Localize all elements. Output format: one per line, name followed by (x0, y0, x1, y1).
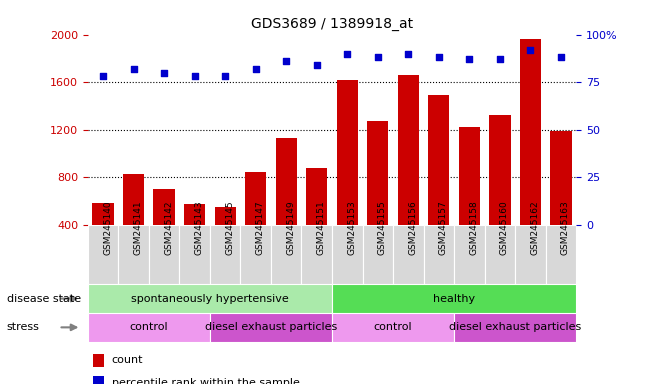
FancyBboxPatch shape (454, 225, 484, 284)
Bar (245, 172, 266, 272)
Point (434, 54, 444, 60)
Point (342, 51, 352, 57)
Bar (367, 121, 389, 272)
Point (251, 66, 261, 72)
FancyBboxPatch shape (271, 225, 301, 284)
Text: GSM245147: GSM245147 (256, 200, 265, 255)
Bar (92, 203, 114, 272)
Text: GSM245145: GSM245145 (225, 200, 234, 255)
Text: GSM245151: GSM245151 (317, 200, 326, 255)
Point (312, 62, 322, 68)
Text: GDS3689 / 1389918_at: GDS3689 / 1389918_at (251, 17, 413, 31)
Point (525, 47, 536, 53)
Point (220, 73, 230, 79)
Point (159, 70, 169, 76)
Text: control: control (374, 322, 412, 333)
Bar (332, 313, 454, 342)
FancyBboxPatch shape (210, 225, 240, 284)
Text: control: control (130, 322, 168, 333)
Bar (332, 284, 576, 313)
FancyBboxPatch shape (301, 225, 332, 284)
Bar (88, 284, 332, 313)
FancyBboxPatch shape (149, 225, 180, 284)
Text: GSM245149: GSM245149 (286, 200, 296, 255)
Text: count: count (112, 356, 143, 366)
Text: GSM245163: GSM245163 (561, 200, 570, 255)
Text: diesel exhaust particles: diesel exhaust particles (449, 322, 581, 333)
Text: GSM245143: GSM245143 (195, 200, 204, 255)
Text: diesel exhaust particles: diesel exhaust particles (205, 322, 337, 333)
Text: GSM245162: GSM245162 (531, 200, 540, 255)
Text: GSM245140: GSM245140 (103, 200, 112, 255)
FancyBboxPatch shape (515, 225, 546, 284)
Bar (337, 80, 358, 272)
Bar (275, 138, 297, 272)
Text: stress: stress (7, 322, 39, 333)
Bar (154, 189, 175, 272)
Bar (93, 354, 105, 367)
FancyBboxPatch shape (363, 225, 393, 284)
Bar (93, 376, 105, 384)
Point (189, 73, 200, 79)
FancyBboxPatch shape (332, 225, 363, 284)
Point (556, 54, 566, 60)
Bar (428, 95, 449, 272)
Text: disease state: disease state (7, 293, 81, 304)
Text: percentile rank within the sample: percentile rank within the sample (112, 377, 299, 384)
FancyBboxPatch shape (240, 225, 271, 284)
Bar (459, 127, 480, 272)
Text: spontaneously hypertensive: spontaneously hypertensive (131, 293, 289, 304)
Text: GSM245160: GSM245160 (500, 200, 509, 255)
Text: GSM245141: GSM245141 (133, 200, 143, 255)
FancyBboxPatch shape (118, 225, 149, 284)
Bar (184, 204, 205, 272)
Text: GSM245156: GSM245156 (408, 200, 417, 255)
FancyBboxPatch shape (546, 225, 576, 284)
Point (403, 51, 413, 57)
Bar (519, 39, 541, 272)
FancyBboxPatch shape (424, 225, 454, 284)
Point (495, 56, 505, 62)
Text: GSM245157: GSM245157 (439, 200, 448, 255)
FancyBboxPatch shape (484, 225, 515, 284)
Point (372, 54, 383, 60)
Point (128, 66, 139, 72)
Text: GSM245153: GSM245153 (347, 200, 356, 255)
Bar (489, 115, 510, 272)
Bar (210, 313, 332, 342)
FancyBboxPatch shape (393, 225, 424, 284)
Text: GSM245142: GSM245142 (164, 200, 173, 255)
Bar (454, 313, 576, 342)
Bar (215, 207, 236, 272)
FancyBboxPatch shape (88, 225, 118, 284)
Text: healthy: healthy (433, 293, 475, 304)
Bar (123, 174, 145, 272)
Point (98, 73, 108, 79)
Bar (398, 75, 419, 272)
Text: GSM245158: GSM245158 (469, 200, 478, 255)
Bar (550, 131, 572, 272)
Bar (306, 168, 327, 272)
Point (281, 58, 292, 64)
Point (464, 56, 475, 62)
Bar (88, 313, 210, 342)
FancyBboxPatch shape (180, 225, 210, 284)
Text: GSM245155: GSM245155 (378, 200, 387, 255)
